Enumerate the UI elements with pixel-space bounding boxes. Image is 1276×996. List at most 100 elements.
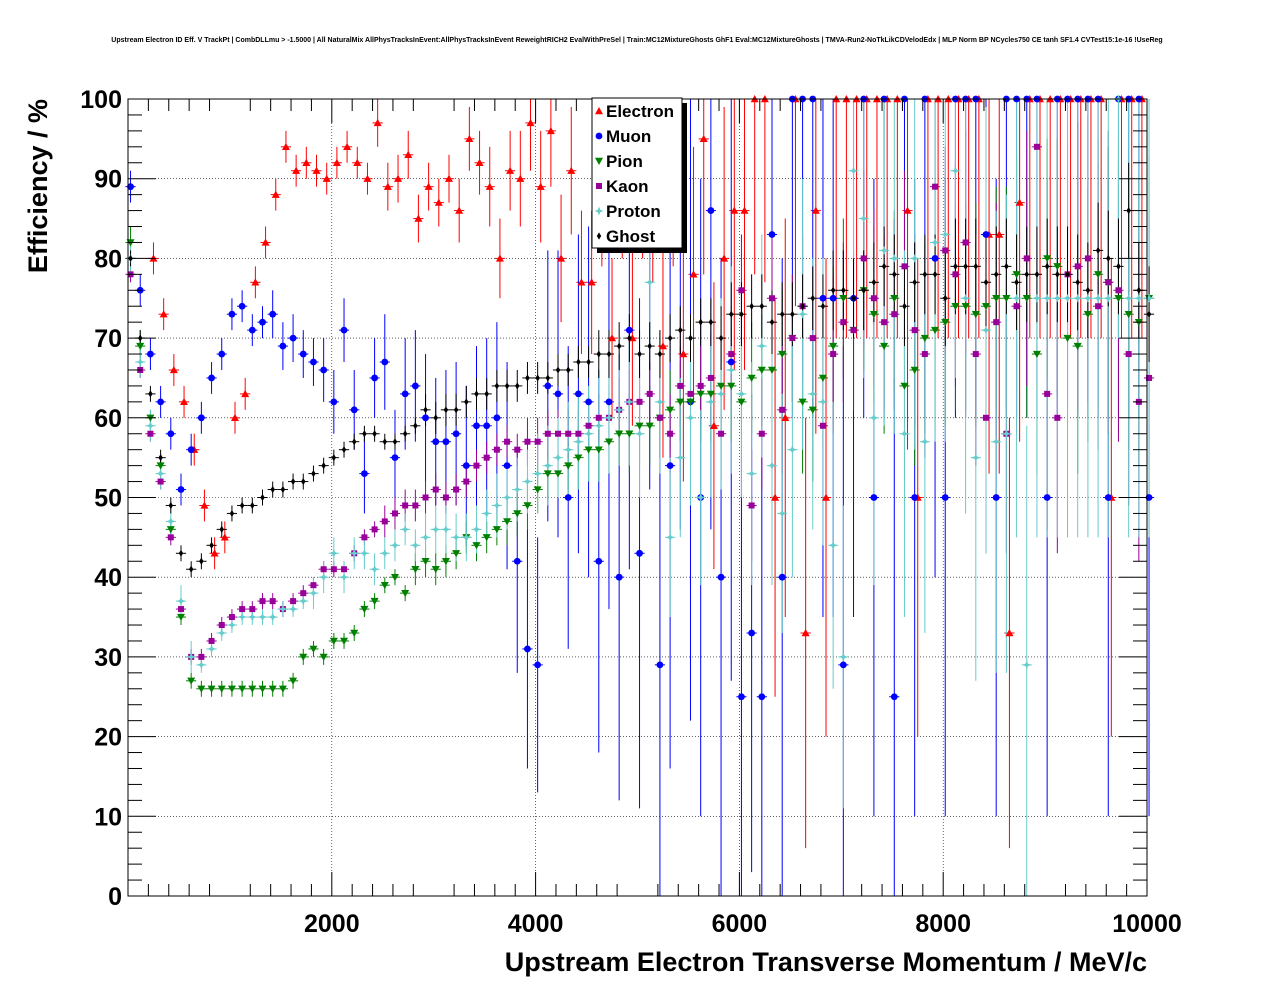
pion-point <box>1124 310 1133 319</box>
proton-point <box>268 612 278 622</box>
kaon-point <box>870 295 877 302</box>
muon-point <box>554 390 562 398</box>
muon-point <box>371 374 378 382</box>
ghost-point <box>627 334 632 342</box>
proton-point <box>574 437 583 447</box>
electron-point <box>516 174 525 182</box>
ghost-point <box>800 302 805 310</box>
y-tick-label: 10 <box>94 803 122 831</box>
kaon-point <box>758 430 765 437</box>
muon-point <box>656 661 664 669</box>
kaon-point <box>514 446 521 453</box>
electron-point <box>811 206 820 214</box>
electron-point <box>608 334 617 342</box>
electron-point <box>343 142 352 151</box>
proton-point <box>665 532 675 542</box>
electron-point <box>995 230 1004 238</box>
y-tick-label: 50 <box>94 485 122 513</box>
electron-point <box>658 342 667 350</box>
proton-point <box>747 469 756 478</box>
kaon-point <box>381 518 388 525</box>
legend-marker-kaon <box>596 183 602 189</box>
muon-point <box>534 661 542 669</box>
pion-point <box>523 502 532 510</box>
kaon-point <box>228 614 235 621</box>
electron-point <box>302 158 311 166</box>
electron-point <box>495 254 504 262</box>
muon-point <box>208 374 215 382</box>
pion-point <box>727 382 736 390</box>
ghost-point <box>637 350 642 358</box>
pion-point <box>900 382 909 390</box>
ghost-point <box>148 390 153 398</box>
electron-point <box>822 493 831 501</box>
ghost-point <box>932 270 938 278</box>
ghost-point <box>199 557 204 565</box>
kaon-point <box>1023 255 1030 262</box>
proton-point <box>1063 293 1072 303</box>
muon-point <box>503 462 511 470</box>
muon-point <box>513 557 521 565</box>
kaon-point <box>911 327 918 334</box>
pion-point <box>981 303 990 311</box>
ghost-point <box>229 509 235 518</box>
electron-point <box>557 254 566 262</box>
pion-point <box>309 645 318 653</box>
muon-point <box>248 326 256 334</box>
pion-point <box>503 518 512 526</box>
kaon-point <box>544 430 551 437</box>
pion-point <box>1114 295 1123 303</box>
electron-point <box>210 549 219 557</box>
electron-point <box>312 166 321 174</box>
ghost-point <box>178 549 184 557</box>
electron-point <box>475 158 484 166</box>
pion-point <box>920 334 929 343</box>
muon-point <box>636 549 643 557</box>
proton-point <box>1032 293 1042 303</box>
y-tick-label: 20 <box>94 724 122 752</box>
muon-point <box>1104 494 1112 501</box>
electron-point <box>169 365 178 374</box>
legend-label-kaon: Kaon <box>606 177 649 196</box>
pion-point <box>340 637 349 645</box>
pion-point <box>533 486 542 494</box>
kaon-point <box>371 526 378 533</box>
legend-marker-electron <box>595 107 603 115</box>
ghost-point <box>219 525 224 533</box>
pion-point <box>289 677 298 685</box>
muon-point <box>299 350 307 358</box>
ghost-point <box>402 430 408 438</box>
ghost-point <box>983 278 989 286</box>
ghost-point <box>861 286 866 294</box>
proton-point <box>737 389 746 399</box>
proton-point <box>1134 293 1144 303</box>
pion-point <box>278 685 287 693</box>
electron-point <box>353 158 362 166</box>
muon-point <box>432 438 440 446</box>
proton-point <box>197 660 206 670</box>
proton-point <box>186 652 196 662</box>
kaon-point <box>483 454 490 461</box>
ghost-point <box>413 422 418 430</box>
electron-point <box>536 182 545 190</box>
kaon-point <box>819 422 826 429</box>
ghost-point <box>1014 278 1019 286</box>
proton-point <box>1073 293 1083 303</box>
kaon-point <box>636 398 643 405</box>
proton-point <box>543 461 553 470</box>
pion-point <box>411 566 420 574</box>
muon-point <box>187 446 195 454</box>
ghost-point <box>464 398 469 406</box>
ghost-point <box>830 286 836 294</box>
muon-point <box>401 390 409 398</box>
muon-point <box>819 294 827 302</box>
muon-point <box>982 231 990 238</box>
kaon-point <box>412 502 419 509</box>
proton-point <box>1144 293 1154 303</box>
ghost-point <box>535 374 540 382</box>
proton-point <box>849 166 858 176</box>
muon-point <box>340 326 348 334</box>
electron-point <box>1005 628 1014 637</box>
ghost-point <box>647 342 652 350</box>
pion-point <box>268 685 277 693</box>
